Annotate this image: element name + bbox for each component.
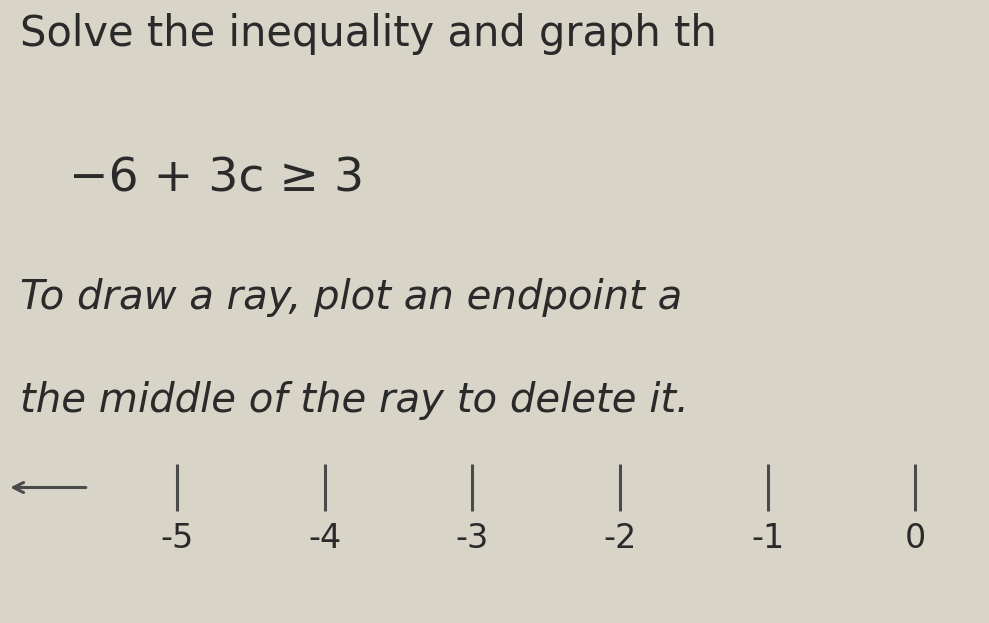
Text: -5: -5 xyxy=(160,522,194,555)
Text: 0: 0 xyxy=(905,522,926,555)
Text: Solve the inequality and graph th: Solve the inequality and graph th xyxy=(20,14,716,55)
Text: -3: -3 xyxy=(456,522,489,555)
Text: -2: -2 xyxy=(603,522,637,555)
Text: -4: -4 xyxy=(309,522,341,555)
Text: the middle of the ray to delete it.: the middle of the ray to delete it. xyxy=(20,381,688,421)
Text: −6 + 3c ≥ 3: −6 + 3c ≥ 3 xyxy=(69,157,364,202)
Text: To draw a ray, plot an endpoint a: To draw a ray, plot an endpoint a xyxy=(20,278,682,317)
Text: -1: -1 xyxy=(751,522,784,555)
